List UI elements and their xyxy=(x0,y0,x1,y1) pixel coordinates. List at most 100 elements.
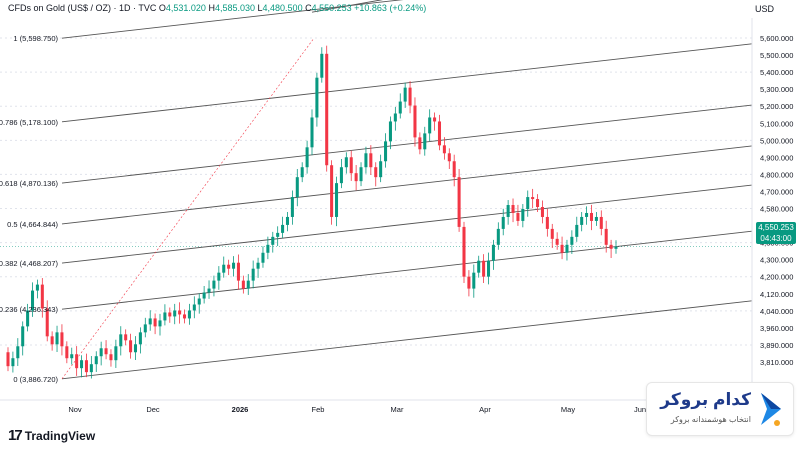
fib-channel-line xyxy=(61,184,753,264)
candle-body xyxy=(604,228,608,245)
open-label: O xyxy=(158,3,166,13)
candle-body xyxy=(227,264,231,269)
fib-level-label: 0.382 (4,468.207) xyxy=(0,259,58,268)
candle-body xyxy=(349,157,353,174)
candle-body xyxy=(418,137,422,150)
x-tick-label: Nov xyxy=(68,405,82,414)
candle-body xyxy=(80,360,84,369)
candle-body xyxy=(315,77,319,118)
x-tick-label: Feb xyxy=(312,405,325,414)
candle-body xyxy=(609,244,613,249)
fib-level-label: 0.786 (5,178.100) xyxy=(0,118,58,127)
candle-body xyxy=(364,153,368,168)
candle-body xyxy=(276,232,280,237)
candle-body xyxy=(163,312,167,321)
candle-body xyxy=(447,153,451,162)
candle-body xyxy=(580,216,584,225)
candle-body xyxy=(124,334,128,341)
candle-body xyxy=(614,246,618,249)
candle-body xyxy=(310,117,314,148)
candle-body xyxy=(60,332,64,347)
broker-tagline: انتخاب هوشمندانه بروکر xyxy=(670,415,751,424)
y-tick-label: 4,800.000 xyxy=(760,170,793,179)
fib-channel-line xyxy=(61,43,753,123)
candle-body xyxy=(354,173,358,182)
candle-body xyxy=(403,87,407,102)
candle-body xyxy=(452,161,456,178)
high-value: 4,585.030 xyxy=(214,3,255,13)
y-tick-label: 4,300.000 xyxy=(760,256,793,265)
candle-body xyxy=(143,324,147,333)
y-tick-label: 5,100.000 xyxy=(760,119,793,128)
candle-body xyxy=(192,304,196,311)
candle-body xyxy=(457,177,461,227)
candle-body xyxy=(462,226,466,277)
x-tick-label: Mar xyxy=(391,405,404,414)
candle-body xyxy=(212,280,216,289)
candle-body xyxy=(109,354,113,361)
candle-body xyxy=(178,310,182,315)
candle-body xyxy=(266,244,270,253)
candle-body xyxy=(526,197,530,209)
candle-body xyxy=(320,53,324,78)
candle-body xyxy=(119,334,123,347)
candle-body xyxy=(531,197,535,200)
candle-body xyxy=(232,262,236,269)
candle-body xyxy=(246,280,250,289)
fib-level-label: 0.618 (4,870.136) xyxy=(0,179,58,188)
candle-body xyxy=(545,216,549,229)
candle-body xyxy=(325,53,329,166)
last-price-tag: 4,550.253 04:43:00 xyxy=(756,222,796,244)
y-tick-label: 3,890.000 xyxy=(760,341,793,350)
candle-body xyxy=(560,244,564,253)
y-tick-label: 4,700.000 xyxy=(760,187,793,196)
time-axis: Nov Dec 2026 Feb Mar Apr May Jun xyxy=(0,399,752,414)
broker-chevron-icon xyxy=(761,393,781,426)
candle-body xyxy=(285,216,290,225)
tradingview-mark-icon: 17 xyxy=(8,427,23,444)
broker-name: کدام بروکر xyxy=(660,390,751,409)
candle-body xyxy=(555,238,559,245)
candle-body xyxy=(491,244,495,261)
candle-body xyxy=(565,244,569,253)
candle-body xyxy=(467,276,471,289)
candle-body xyxy=(11,358,15,367)
close-label: C xyxy=(305,3,312,13)
candle-body xyxy=(290,197,294,217)
tradingview-logo[interactable]: 17 TradingView xyxy=(8,427,95,444)
candle-body xyxy=(393,113,397,122)
currency-label[interactable]: USD xyxy=(754,4,774,14)
candle-body xyxy=(256,262,260,269)
fib-channel-line xyxy=(61,300,753,380)
x-tick-label: Apr xyxy=(479,405,491,414)
close-value: 4,550.253 xyxy=(311,3,352,13)
y-tick-label: 3,960.000 xyxy=(760,324,793,333)
candle-body xyxy=(506,205,510,217)
candle-body xyxy=(148,318,152,325)
low-value: 4,480.500 xyxy=(262,3,303,13)
gridlines xyxy=(0,37,752,346)
candle-body xyxy=(202,292,206,299)
candle-body xyxy=(305,147,309,168)
candle-body xyxy=(99,348,103,357)
candle-body xyxy=(428,117,432,134)
candle-body xyxy=(540,207,544,217)
candle-body xyxy=(217,272,221,281)
candle-body xyxy=(384,141,388,162)
fib-level-label: 0 (3,886.720) xyxy=(13,375,58,384)
fib-channel-lines xyxy=(61,0,753,380)
price-axis: 5,600.000 5,500.000 5,400.000 5,300.000 5,20… xyxy=(751,18,793,400)
candle-body xyxy=(197,298,201,305)
candle-body xyxy=(35,284,39,291)
candle-body xyxy=(442,145,446,154)
candle-body xyxy=(182,314,187,319)
low-label: L xyxy=(257,3,263,13)
candle-body xyxy=(16,346,20,359)
candle-body xyxy=(168,312,172,317)
candle-body xyxy=(261,252,265,263)
x-tick-label: Dec xyxy=(146,405,160,414)
candle-body xyxy=(408,87,412,106)
candle-body xyxy=(173,310,177,317)
